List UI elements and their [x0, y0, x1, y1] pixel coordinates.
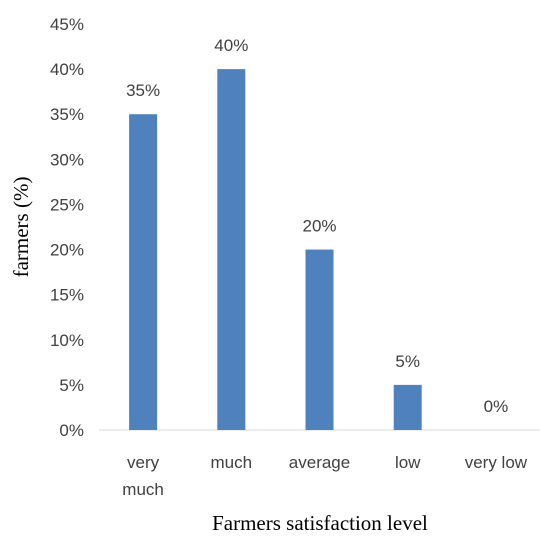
bar [393, 384, 422, 430]
y-tick-label: 45% [50, 15, 84, 34]
bar [217, 69, 246, 430]
y-tick-label: 0% [59, 421, 84, 440]
data-labels: 35% 40% 20% 5% 0% [126, 36, 508, 416]
data-label: 5% [395, 352, 420, 371]
y-tick-label: 35% [50, 105, 84, 124]
y-tick-label: 5% [59, 376, 84, 395]
bar [305, 249, 334, 430]
x-axis-ticks: very much much average low very low [122, 453, 527, 499]
y-axis-ticks: 0% 5% 10% 15% 20% 25% 30% 35% 40% 45% [50, 15, 84, 440]
x-tick-label: very low [465, 453, 528, 472]
y-tick-label: 15% [50, 286, 84, 305]
data-label: 0% [484, 397, 509, 416]
y-tick-label: 20% [50, 241, 84, 260]
bar [129, 114, 158, 430]
y-tick-label: 25% [50, 195, 84, 214]
x-axis-title: Farmers satisfaction level [212, 511, 428, 535]
y-tick-label: 10% [50, 331, 84, 350]
bars [129, 69, 422, 430]
data-label: 20% [302, 217, 336, 236]
x-tick-label: much [122, 480, 164, 499]
data-label: 40% [214, 36, 248, 55]
x-tick-label: average [289, 453, 350, 472]
y-tick-label: 40% [50, 60, 84, 79]
x-tick-label: much [211, 453, 253, 472]
x-tick-label: low [395, 453, 421, 472]
y-axis-title: farmers (%) [9, 177, 33, 278]
y-tick-label: 30% [50, 150, 84, 169]
data-label: 35% [126, 81, 160, 100]
x-tick-label: very [127, 453, 160, 472]
